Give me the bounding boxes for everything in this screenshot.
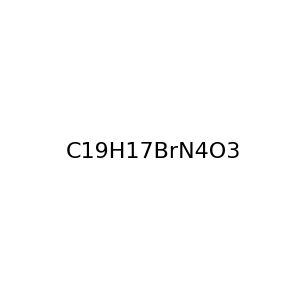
Text: C19H17BrN4O3: C19H17BrN4O3 <box>66 142 242 161</box>
